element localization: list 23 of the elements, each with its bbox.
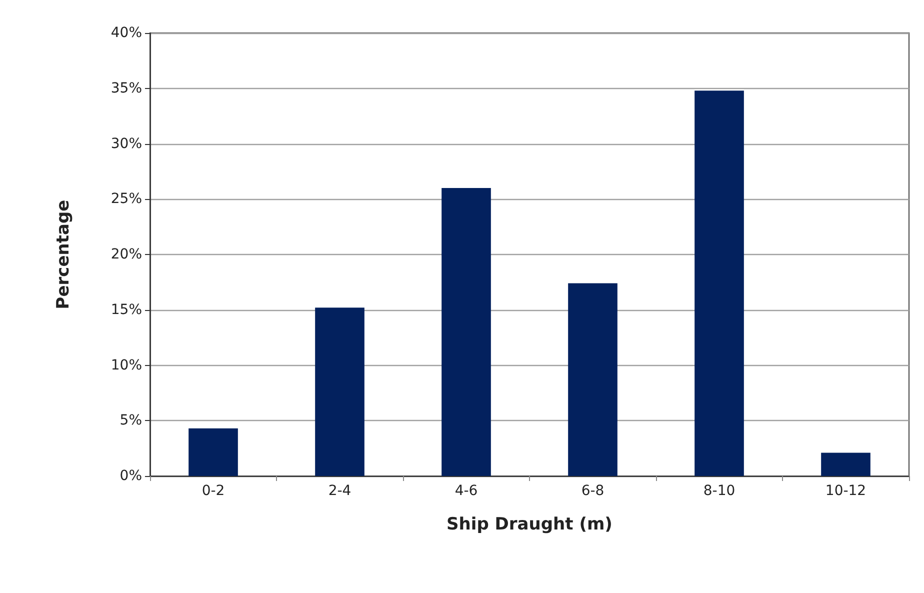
bar bbox=[694, 90, 744, 476]
y-tick-label: 30% bbox=[110, 136, 142, 152]
y-tick-label: 40% bbox=[110, 25, 142, 41]
x-tick-label: 0-2 bbox=[202, 483, 225, 499]
bar bbox=[442, 188, 491, 476]
x-tick-label: 10-12 bbox=[825, 483, 866, 499]
x-tick-label: 2-4 bbox=[328, 483, 352, 499]
y-tick-label: 0% bbox=[120, 468, 142, 484]
y-tick-label: 10% bbox=[110, 357, 142, 374]
bar bbox=[315, 308, 364, 476]
x-tick-label: 4-6 bbox=[454, 483, 478, 499]
bar bbox=[821, 452, 870, 476]
y-axis-title: Percentage bbox=[54, 200, 74, 310]
y-tick-label: 15% bbox=[110, 302, 142, 318]
y-tick-label: 5% bbox=[120, 412, 142, 429]
bar bbox=[188, 428, 238, 476]
y-tick-label: 35% bbox=[110, 80, 142, 96]
x-tick-label: 8-10 bbox=[703, 483, 736, 499]
x-axis-title: Ship Draught (m) bbox=[446, 514, 612, 534]
y-tick-label: 25% bbox=[110, 191, 142, 208]
y-tick-label: 20% bbox=[110, 246, 142, 262]
bar bbox=[568, 283, 618, 476]
x-tick-label: 6-8 bbox=[581, 483, 604, 499]
